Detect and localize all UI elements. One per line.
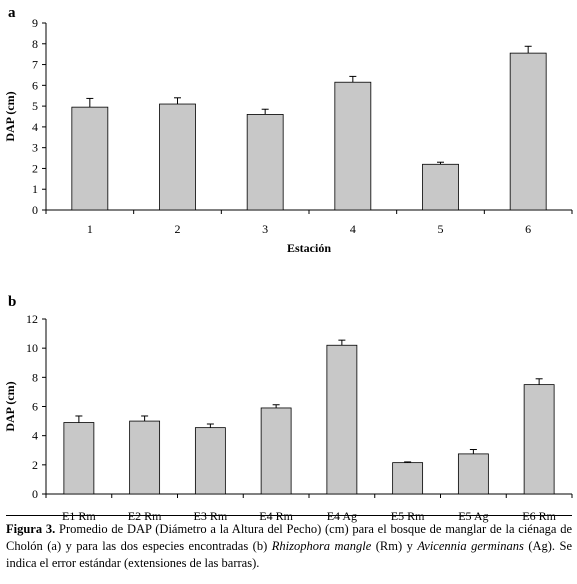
- panel-letter-a: a: [8, 5, 16, 21]
- bar-b: [194, 427, 226, 495]
- y-tick-label-a: 1: [32, 182, 38, 196]
- x-tick-label-a: 6: [525, 222, 531, 236]
- y-tick-label-b: 8: [32, 370, 38, 384]
- caption-text-1: Promedio de DAP (Diámetro a la Altura de…: [6, 522, 572, 553]
- caption-divider: [6, 515, 572, 516]
- caption-species-1: Rhizophora mangle: [271, 539, 372, 553]
- x-tick-label-a: 1: [87, 222, 93, 236]
- panel-letter-b: b: [8, 294, 16, 310]
- bar-a: [159, 103, 196, 211]
- y-tick-label-a: 9: [32, 16, 38, 30]
- bar-a: [71, 106, 109, 211]
- x-tick-label-b: E6 Rm: [522, 509, 556, 523]
- caption-label: Figura 3.: [6, 522, 56, 536]
- x-tick-label-b: E4 Rm: [259, 509, 293, 523]
- bar-b: [260, 407, 292, 495]
- y-tick-label-a: 2: [32, 161, 38, 175]
- y-tick-label-b: 12: [26, 312, 38, 326]
- y-axis-title-b: DAP (cm): [3, 381, 17, 431]
- bar-a: [509, 52, 547, 211]
- chart-panel-a: a 0 1 2 3 4 5 6 7 8 9 1 2 3 4 5 6 Estación DAP (cm): [3, 5, 573, 255]
- y-tick-label-a: 3: [32, 141, 38, 155]
- y-tick-label-a: 6: [32, 78, 38, 92]
- caption-species-2: Avicennia germinans: [417, 539, 524, 553]
- bar-b: [457, 453, 489, 495]
- x-tick-label-b: E1 Rm: [62, 509, 96, 523]
- bar-b: [63, 422, 95, 495]
- bar-a: [246, 114, 284, 211]
- y-tick-label-a: 0: [32, 203, 38, 217]
- x-tick-label-a: 3: [262, 222, 268, 236]
- bar-b: [129, 420, 161, 495]
- x-tick-label-b: E5 Rm: [391, 509, 425, 523]
- bar-a: [334, 81, 372, 211]
- x-tick-label-a: 5: [438, 222, 444, 236]
- x-axis-title-a: Estación: [287, 241, 331, 255]
- caption-text-2: (Rm) y: [371, 539, 418, 553]
- y-tick-label-a: 4: [32, 120, 38, 134]
- x-tick-label-b: E2 Rm: [128, 509, 162, 523]
- x-tick-label-b: E4 Ag: [327, 509, 357, 523]
- y-tick-label-b: 10: [26, 341, 38, 355]
- y-tick-label-a: 7: [32, 58, 38, 72]
- y-tick-label-b: 2: [32, 458, 38, 472]
- figure-caption: Figura 3. Promedio de DAP (Diámetro a la…: [6, 521, 572, 572]
- bar-a: [422, 163, 459, 211]
- y-tick-label-a: 8: [32, 37, 38, 51]
- y-axis-title-a: DAP (cm): [3, 91, 17, 141]
- bar-b: [326, 344, 358, 495]
- chart-panel-b: b 0 2 4 6 8 10 12 E1 Rm E2 Rm E3 Rm E4 Rm E4 Ag E5 Rm…: [3, 294, 573, 523]
- caption-text-3: (Ag). Se indica el error estándar (exten…: [6, 539, 572, 570]
- y-tick-label-b: 0: [32, 487, 38, 501]
- bar-b: [392, 462, 424, 495]
- bar-b: [523, 384, 555, 495]
- x-tick-label-a: 4: [350, 222, 356, 236]
- x-tick-label-b: E5 Ag: [458, 509, 488, 523]
- y-tick-label-b: 6: [32, 400, 38, 414]
- y-tick-label-b: 4: [32, 429, 38, 443]
- x-tick-label-b: E3 Rm: [194, 509, 228, 523]
- x-tick-label-a: 2: [175, 222, 181, 236]
- y-tick-label-a: 5: [32, 99, 38, 113]
